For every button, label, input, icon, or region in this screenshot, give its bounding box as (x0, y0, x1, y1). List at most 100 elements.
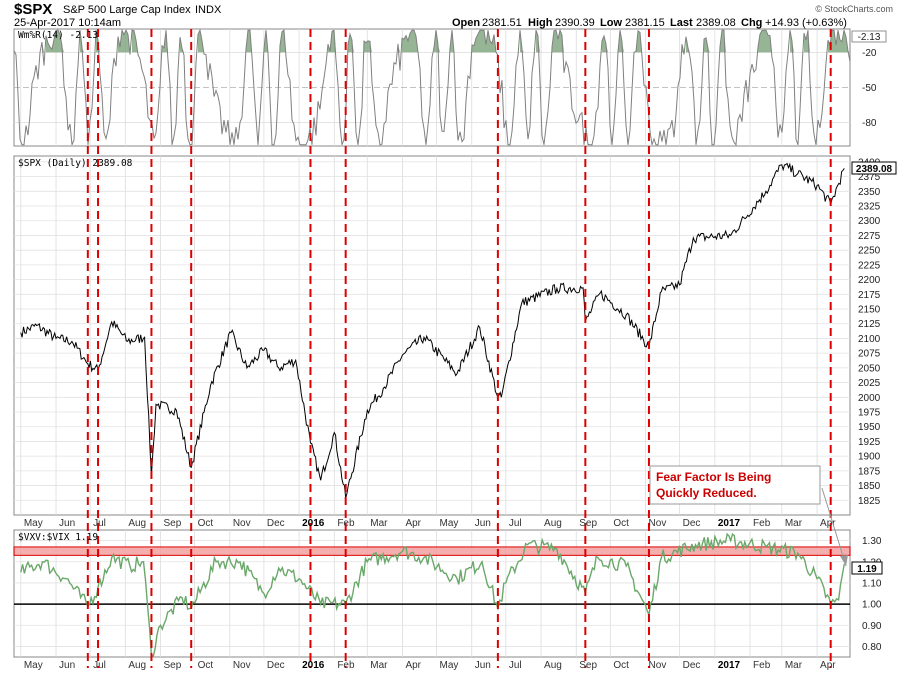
axis-layer: -20 -50 -80 1825 1850 1875 1900 1925 1950 1975 200… (24, 48, 882, 671)
mid-xtick-13: Jun (475, 518, 491, 529)
chart-datetime: 25-Apr-2017 10:14am (14, 17, 121, 29)
price-last-value: 2389.08 (856, 164, 893, 175)
bottom-xtick-11: Apr (405, 660, 421, 671)
mid-xtick-0: May (24, 518, 43, 529)
price-line (20, 162, 845, 499)
ratio-highlight-band (13, 546, 851, 557)
bottom-xtick-17: Oct (613, 660, 629, 671)
annotation: Fear Factor Is Being Quickly Reduced. (649, 465, 848, 567)
chg-label: Chg (741, 17, 762, 29)
price-panel (13, 155, 851, 516)
chg-value: +14.93 (+0.63%) (765, 17, 847, 29)
bottom-xtick-2: Jul (93, 660, 106, 671)
bottom-xtick-4: Sep (164, 660, 182, 671)
wmr-last-box: -2.13 (851, 30, 887, 43)
ratio-ytick-2: 1.00 (862, 600, 882, 611)
price-last-box: 2389.08 (851, 161, 897, 175)
last-value: 2389.08 (696, 17, 736, 29)
ratio-line (20, 532, 845, 658)
event-lines (86, 29, 832, 668)
open-value: 2381.51 (482, 17, 522, 29)
bottom-xtick-3: Aug (128, 660, 146, 671)
wmr-ytick-2: -80 (862, 118, 877, 129)
price-ytick-2: 1875 (858, 466, 881, 477)
price-ytick-16: 2225 (858, 260, 881, 271)
bottom-xtick-14: Jul (509, 660, 522, 671)
mid-xtick-23: Apr (820, 518, 836, 529)
mid-xtick-6: Nov (233, 518, 251, 529)
bottom-xtick-10: Mar (370, 660, 388, 671)
price-ytick-4: 1925 (858, 437, 881, 448)
bottom-xtick-6: Nov (233, 660, 251, 671)
price-ytick-5: 1950 (858, 422, 881, 433)
bottom-xtick-16: Sep (579, 660, 597, 671)
bottom-xtick-18: Nov (649, 660, 667, 671)
high-value: 2390.39 (555, 17, 595, 29)
mid-xtick-10: Mar (370, 518, 388, 529)
price-ytick-22: 2375 (858, 172, 881, 183)
price-ytick-7: 2000 (858, 393, 881, 404)
mid-xtick-5: Oct (198, 518, 214, 529)
mid-xtick-11: Apr (405, 518, 421, 529)
mid-xtick-4: Sep (164, 518, 182, 529)
mid-xtick-14: Jul (509, 518, 522, 529)
price-ytick-21: 2350 (858, 187, 881, 198)
high-label: High (528, 17, 553, 29)
price-ytick-6: 1975 (858, 408, 881, 419)
mid-xtick-8: 2016 (302, 518, 325, 529)
mid-xtick-1: Jun (59, 518, 75, 529)
ratio-ytick-1: 0.90 (862, 621, 882, 632)
mid-xtick-9: Feb (337, 518, 355, 529)
wmr-line (13, 28, 851, 147)
mid-xtick-15: Aug (544, 518, 562, 529)
low-value: 2381.15 (625, 17, 665, 29)
ratio-ytick-0: 0.80 (862, 642, 882, 653)
price-ytick-8: 2025 (858, 378, 881, 389)
bottom-xtick-12: May (440, 660, 459, 671)
price-ytick-0: 1825 (858, 496, 881, 507)
bottom-xtick-13: Jun (475, 660, 491, 671)
price-legend: $SPX (Daily) 2389.08 (18, 158, 133, 169)
mid-xtick-3: Aug (128, 518, 146, 529)
mid-xtick-16: Sep (579, 518, 597, 529)
bottom-xtick-22: Mar (785, 660, 803, 671)
price-ytick-11: 2100 (858, 334, 881, 345)
annotation-line-1: Fear Factor Is Being (656, 470, 771, 484)
bottom-xtick-9: Feb (337, 660, 355, 671)
price-ytick-19: 2300 (858, 216, 881, 227)
bottom-xtick-15: Aug (544, 660, 562, 671)
low-label: Low (600, 17, 622, 29)
bottom-xtick-19: Dec (683, 660, 701, 671)
annotation-pointer (821, 487, 847, 567)
mid-xtick-22: Mar (785, 518, 803, 529)
price-ytick-9: 2050 (858, 363, 881, 374)
ratio-last-box: 1.19 (851, 561, 883, 575)
mid-xtick-19: Dec (683, 518, 701, 529)
bottom-xtick-7: Dec (267, 660, 285, 671)
symbol-name: S&P 500 Large Cap Index (63, 4, 191, 16)
mid-xtick-17: Oct (613, 518, 629, 529)
mid-xtick-18: Nov (649, 518, 667, 529)
open-label: Open (452, 17, 480, 29)
price-ytick-10: 2075 (858, 349, 881, 360)
mid-xtick-2: Jul (93, 518, 106, 529)
annotation-arrowhead (840, 555, 848, 566)
symbol-title: $SPX (14, 1, 52, 18)
bottom-xtick-0: May (24, 660, 43, 671)
exchange-label: INDX (195, 4, 222, 16)
ratio-ytick-5: 1.30 (862, 536, 882, 547)
wmr-ytick-0: -20 (862, 48, 877, 59)
bottom-xtick-1: Jun (59, 660, 75, 671)
price-ytick-1: 1850 (858, 481, 881, 492)
price-ytick-20: 2325 (858, 202, 881, 213)
price-ytick-13: 2150 (858, 305, 881, 316)
bottom-xtick-8: 2016 (302, 660, 325, 671)
annotation-line-2: Quickly Reduced. (656, 486, 757, 500)
ratio-legend: $VXV:$VIX 1.19 (18, 532, 98, 543)
last-label: Last (670, 17, 693, 29)
mid-xtick-7: Dec (267, 518, 285, 529)
price-ytick-17: 2250 (858, 246, 881, 257)
wmr-legend: Wm%R(14) -2.13 (18, 30, 98, 41)
